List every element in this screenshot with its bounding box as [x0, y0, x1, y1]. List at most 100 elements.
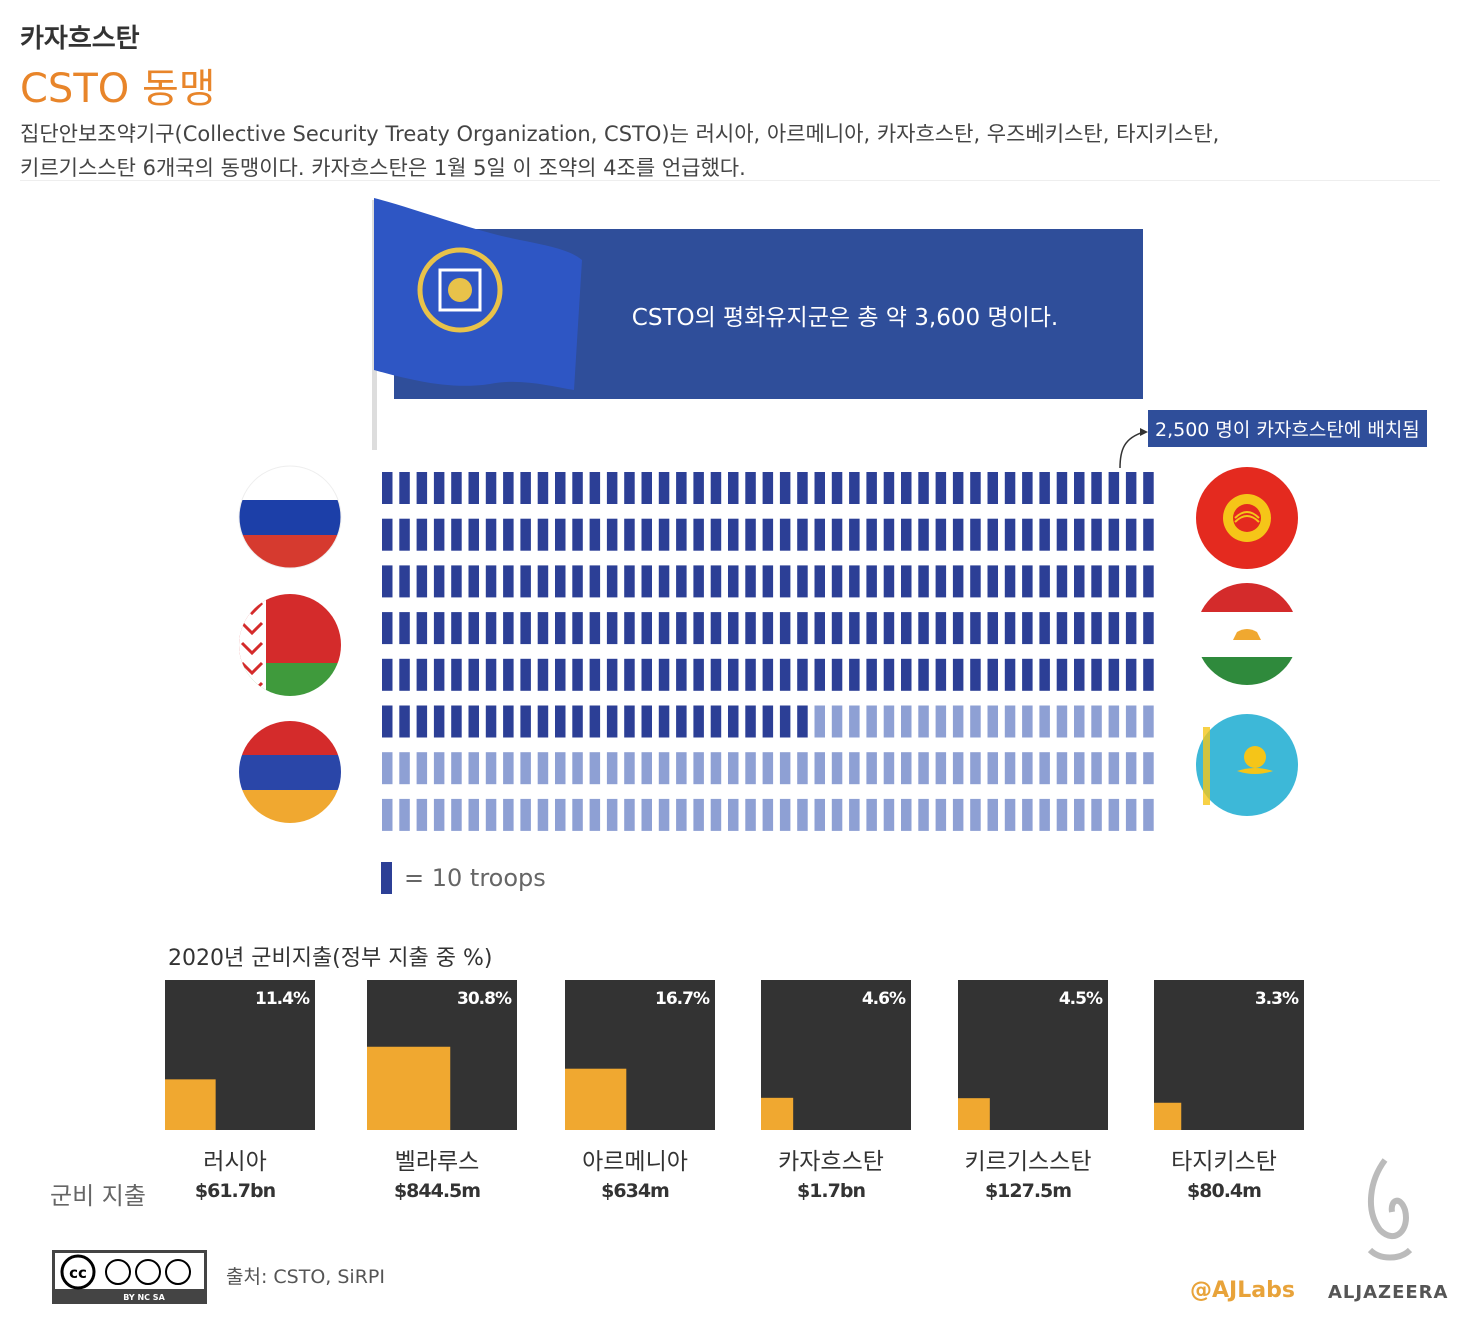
- spending-amount: $80.4m: [1187, 1180, 1262, 1202]
- troop-icon: [1004, 752, 1016, 785]
- troop-icon: [606, 472, 618, 504]
- troop-icon: [382, 565, 393, 598]
- troop-icon: [451, 612, 462, 645]
- deployment-callout: 2,500 명이 카자흐스탄에 배치됨: [1148, 410, 1427, 447]
- troop-icon: [416, 658, 428, 691]
- troop-icon: [606, 705, 618, 738]
- troop-icon: [433, 612, 445, 645]
- troop-icon: [866, 798, 877, 831]
- troop-icon: [1004, 658, 1016, 691]
- troop-icon: [589, 612, 601, 645]
- troop-icon: [745, 518, 756, 551]
- troop-icon: [1039, 565, 1050, 598]
- bar-value-label: 11.4%: [255, 989, 310, 1009]
- troop-icon: [399, 658, 410, 691]
- troop-icon: [485, 565, 497, 598]
- troop-icon: [831, 658, 843, 691]
- social-handle[interactable]: @AJLabs: [1190, 1278, 1295, 1303]
- troop-icon: [537, 752, 549, 785]
- troop-icon: [1022, 472, 1033, 504]
- troop-icon: [641, 705, 652, 738]
- troop-icon: [883, 752, 895, 785]
- troop-icon: [555, 518, 566, 551]
- troop-icon: [1125, 565, 1137, 598]
- troop-icon: [866, 518, 877, 551]
- troop-icon: [485, 518, 497, 551]
- troop-icon: [797, 658, 808, 691]
- troop-icon: [416, 472, 428, 504]
- troop-icon: [503, 658, 514, 691]
- troop-icon: [1108, 565, 1120, 598]
- troop-icon: [987, 565, 998, 598]
- callout-arrow-icon: [1119, 428, 1148, 469]
- troop-icon: [1091, 705, 1102, 738]
- troop-icon: [693, 705, 704, 738]
- kyrgyzstan-flag-icon: [1196, 467, 1298, 569]
- troop-icon: [606, 518, 618, 551]
- troop-icon: [520, 472, 531, 504]
- country-label: 카자흐스탄: [778, 1149, 884, 1175]
- troop-icon: [797, 798, 808, 831]
- bar-fill: [761, 1097, 794, 1130]
- troop-icon: [987, 752, 998, 785]
- troop-icon: [641, 752, 652, 785]
- troop-icon: [987, 798, 998, 831]
- troop-icon: [537, 472, 549, 504]
- troop-icon: [1143, 565, 1154, 598]
- troop-icon: [866, 612, 877, 645]
- troop-icon: [676, 705, 687, 738]
- troop-icon: [451, 472, 462, 504]
- troop-icon: [901, 658, 912, 691]
- troop-icon: [866, 752, 877, 785]
- troop-icon: [831, 612, 843, 645]
- troop-icon: [1056, 798, 1068, 831]
- bar-fill: [1154, 1102, 1182, 1130]
- troop-icon: [1091, 518, 1102, 551]
- troop-icon: [935, 472, 947, 504]
- troop-icon: [485, 798, 497, 831]
- troop-icon: [762, 658, 774, 691]
- kazakhstan-flag-icon: [1196, 714, 1298, 816]
- source-note: 출처: CSTO, SiRPI: [226, 1266, 385, 1288]
- troop-icon: [883, 565, 895, 598]
- troop-icon: [399, 518, 410, 551]
- spending-amount: $1.7bn: [796, 1180, 866, 1202]
- troop-icon: [779, 565, 791, 598]
- troop-icon: [1108, 472, 1120, 504]
- troop-icon: [1022, 705, 1033, 738]
- troop-icon: [589, 798, 601, 831]
- troop-icon: [1108, 612, 1120, 645]
- troop-icon: [970, 705, 981, 738]
- troop-icon: [762, 565, 774, 598]
- troop-icon: [866, 565, 877, 598]
- troop-icon: [728, 705, 739, 738]
- troop-icon: [1004, 472, 1016, 504]
- troop-icon: [1022, 612, 1033, 645]
- troop-icon: [1143, 518, 1154, 551]
- troop-icon: [1091, 752, 1102, 785]
- troop-icon: [728, 472, 739, 504]
- legend-text: = 10 troops: [404, 864, 546, 892]
- troop-icon: [416, 612, 428, 645]
- troop-icon: [572, 705, 583, 738]
- troop-icon: [572, 752, 583, 785]
- troop-icon: [641, 658, 652, 691]
- troop-icon: [1022, 565, 1033, 598]
- troop-icon: [503, 612, 514, 645]
- troop-icon: [503, 565, 514, 598]
- troop-icon: [1108, 705, 1120, 738]
- troop-icon: [866, 472, 877, 504]
- troop-icon: [676, 658, 687, 691]
- troop-icon: [399, 612, 410, 645]
- troop-icon: [399, 798, 410, 831]
- troop-icon: [935, 798, 947, 831]
- troop-icon: [572, 565, 583, 598]
- troop-icon: [382, 705, 393, 738]
- troop-icon: [451, 658, 462, 691]
- troop-icon: [831, 565, 843, 598]
- troop-icon: [1056, 612, 1068, 645]
- troop-icon: [1039, 798, 1050, 831]
- troop-icon: [693, 518, 704, 551]
- troop-icon: [831, 472, 843, 504]
- troop-icon: [935, 612, 947, 645]
